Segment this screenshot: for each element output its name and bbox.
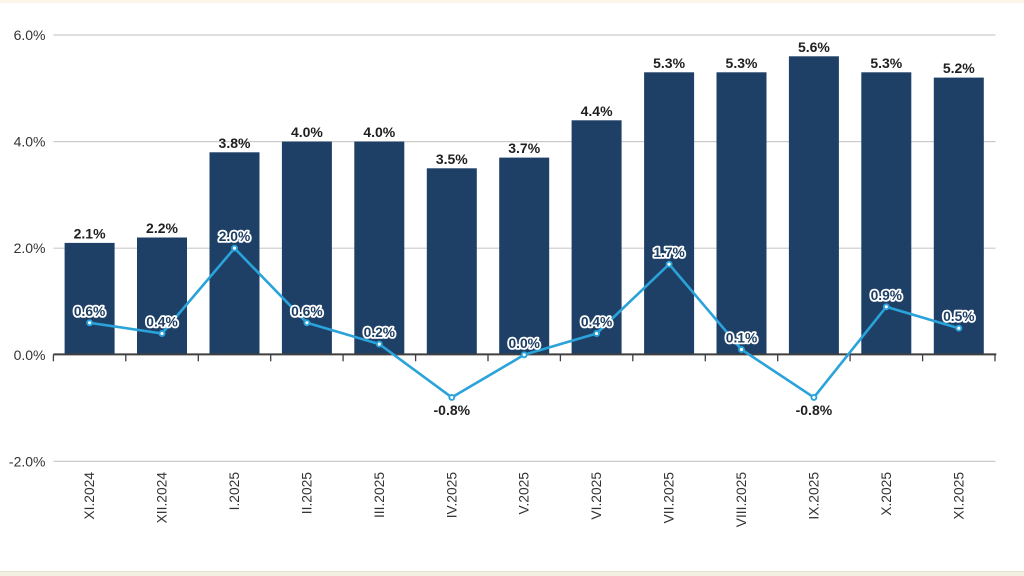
- svg-text:0.4%: 0.4%: [581, 315, 612, 330]
- svg-text:-0.8%: -0.8%: [434, 402, 471, 418]
- svg-text:4.4%: 4.4%: [581, 103, 613, 119]
- svg-text:0.1%: 0.1%: [726, 331, 757, 346]
- svg-text:5.2%: 5.2%: [943, 60, 975, 76]
- svg-text:I.2025: I.2025: [227, 472, 242, 511]
- svg-text:2.0%: 2.0%: [219, 229, 250, 244]
- svg-text:2.1%: 2.1%: [74, 225, 106, 241]
- svg-text:4.0%: 4.0%: [363, 124, 395, 140]
- svg-text:VIII.2025: VIII.2025: [734, 472, 749, 528]
- svg-text:V.2025: V.2025: [517, 472, 532, 515]
- svg-text:X.2025: X.2025: [879, 472, 894, 516]
- svg-text:3.7%: 3.7%: [508, 140, 540, 156]
- svg-text:0.0%: 0.0%: [14, 347, 46, 363]
- svg-text:5.3%: 5.3%: [653, 55, 685, 71]
- svg-text:0.0%: 0.0%: [508, 336, 539, 351]
- svg-text:0.6%: 0.6%: [291, 304, 322, 319]
- svg-text:III.2025: III.2025: [372, 472, 387, 518]
- svg-text:-2.0%: -2.0%: [9, 453, 46, 469]
- svg-text:6.0%: 6.0%: [14, 27, 46, 43]
- svg-text:4.0%: 4.0%: [14, 134, 46, 150]
- svg-text:2.2%: 2.2%: [146, 220, 178, 236]
- svg-text:3.5%: 3.5%: [436, 151, 468, 167]
- svg-text:4.0%: 4.0%: [291, 124, 323, 140]
- svg-text:XI.2025: XI.2025: [951, 472, 966, 520]
- svg-text:XI.2024: XI.2024: [82, 472, 97, 520]
- svg-text:0.2%: 0.2%: [364, 325, 395, 340]
- svg-text:IX.2025: IX.2025: [806, 472, 821, 520]
- svg-text:-0.8%: -0.8%: [796, 402, 833, 418]
- svg-text:3.8%: 3.8%: [219, 135, 251, 151]
- svg-text:VII.2025: VII.2025: [662, 472, 677, 524]
- svg-text:5.3%: 5.3%: [870, 55, 902, 71]
- svg-text:II.2025: II.2025: [299, 472, 314, 515]
- svg-text:0.5%: 0.5%: [943, 309, 974, 324]
- svg-text:1.7%: 1.7%: [653, 245, 684, 260]
- svg-text:VI.2025: VI.2025: [589, 472, 604, 520]
- svg-text:0.4%: 0.4%: [146, 315, 177, 330]
- svg-text:5.6%: 5.6%: [798, 39, 830, 55]
- svg-text:5.3%: 5.3%: [726, 55, 758, 71]
- svg-text:0.9%: 0.9%: [871, 288, 902, 303]
- svg-text:0.6%: 0.6%: [74, 304, 105, 319]
- svg-text:XII.2024: XII.2024: [155, 472, 170, 524]
- svg-text:IV.2025: IV.2025: [444, 472, 459, 519]
- svg-text:2.0%: 2.0%: [14, 240, 46, 256]
